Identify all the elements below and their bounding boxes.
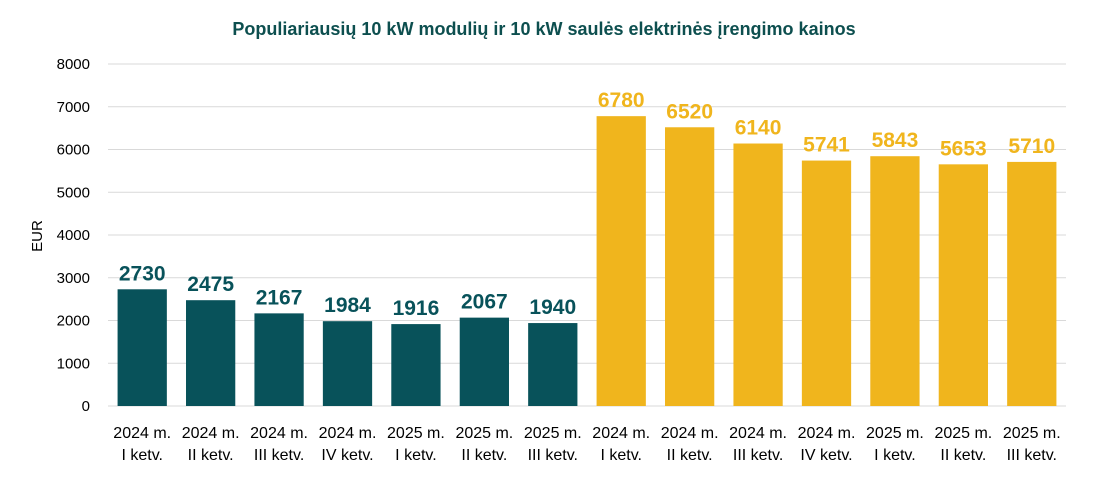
bar — [1007, 161, 1057, 406]
category-label: 2025 m. — [387, 425, 445, 442]
category-label: 2024 m. — [250, 425, 308, 442]
y-tick-label: 8000 — [57, 56, 90, 73]
category-labels: 2024 m. I ketv. 2024 m. II ketv. 2024 m. III … — [113, 425, 1060, 464]
y-tick-label: 5000 — [57, 184, 90, 201]
category-label: 2024 m. — [319, 425, 377, 442]
category-label: III ketv. — [528, 447, 578, 464]
data-label: 5843 — [872, 129, 919, 152]
bar — [459, 317, 509, 406]
data-label: 2167 — [256, 286, 303, 309]
data-label: 1916 — [393, 297, 440, 320]
data-label: 2067 — [461, 291, 508, 314]
category-label: 2024 m. — [729, 425, 787, 442]
category-label: I ketv. — [874, 447, 916, 464]
data-label: 1984 — [324, 294, 371, 317]
bar — [938, 164, 988, 406]
bar — [733, 143, 783, 406]
bar — [665, 127, 715, 407]
y-tick-label: 1000 — [57, 355, 90, 372]
data-label: 2475 — [187, 273, 234, 296]
category-label: I ketv. — [121, 447, 163, 464]
bar — [596, 116, 646, 406]
bar — [254, 313, 304, 406]
category-label: 2025 m. — [866, 425, 924, 442]
chart-title: Populiariausių 10 kW modulių ir 10 kW sa… — [232, 19, 855, 39]
category-label: II ketv. — [667, 447, 713, 464]
category-label: III ketv. — [1007, 447, 1057, 464]
category-label: II ketv. — [461, 447, 507, 464]
y-axis-ticks: 0 1000 2000 3000 4000 5000 6000 7000 8000 — [57, 56, 90, 415]
category-label: 2024 m. — [182, 425, 240, 442]
data-labels: 2730 2475 2167 1984 1916 2067 1940 6780 6520 6140… — [119, 89, 1055, 320]
y-tick-label: 7000 — [57, 99, 90, 116]
category-label: 2025 m. — [524, 425, 582, 442]
data-label: 6140 — [735, 117, 782, 140]
bar — [870, 156, 920, 406]
bar — [801, 160, 852, 406]
data-label: 1940 — [529, 296, 576, 319]
grid-lines — [108, 63, 1066, 407]
y-tick-label: 2000 — [57, 313, 90, 330]
category-label: IV ketv. — [321, 447, 373, 464]
data-label: 6520 — [666, 100, 713, 123]
category-label: 2025 m. — [1003, 425, 1061, 442]
category-label: IV ketv. — [800, 447, 852, 464]
y-axis-label: EUR — [29, 220, 46, 252]
bar — [186, 300, 236, 406]
category-label: 2024 m. — [113, 425, 171, 442]
category-label: II ketv. — [940, 447, 986, 464]
category-label: 2025 m. — [455, 425, 513, 442]
data-label: 2730 — [119, 262, 166, 285]
category-label: I ketv. — [600, 447, 642, 464]
category-label: III ketv. — [733, 447, 783, 464]
bar — [117, 289, 167, 406]
y-tick-label: 3000 — [57, 270, 90, 287]
bar — [528, 323, 578, 406]
bar — [322, 321, 373, 406]
bar — [391, 324, 441, 406]
category-label: 2024 m. — [592, 425, 650, 442]
data-label: 6780 — [598, 89, 645, 112]
category-label: 2024 m. — [798, 425, 856, 442]
category-label: III ketv. — [254, 447, 304, 464]
y-tick-label: 4000 — [57, 227, 90, 244]
y-tick-label: 6000 — [57, 142, 90, 159]
data-label: 5710 — [1008, 135, 1055, 158]
y-tick-label: 0 — [82, 398, 90, 415]
category-label: 2025 m. — [934, 425, 992, 442]
category-label: II ketv. — [188, 447, 234, 464]
category-label: I ketv. — [395, 447, 437, 464]
category-label: 2024 m. — [661, 425, 719, 442]
data-label: 5653 — [940, 137, 987, 160]
data-label: 5741 — [803, 134, 850, 157]
bars — [117, 116, 1057, 407]
